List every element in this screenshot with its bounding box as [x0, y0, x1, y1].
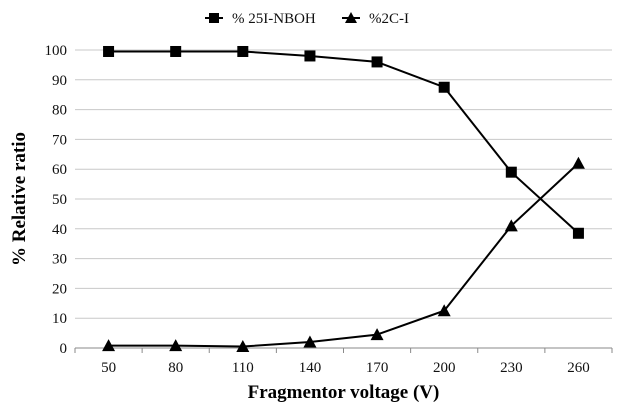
series-1-point [103, 45, 115, 57]
series-line-2 [108, 162, 580, 348]
x-tick-label: 50 [101, 360, 116, 376]
series-layer [102, 45, 585, 353]
series-2-point [102, 339, 116, 352]
y-axis-title: % Relative ratio [9, 132, 30, 266]
y-tick-label: 90 [52, 73, 67, 89]
legend: % 25I-NBOH %2C-I [205, 11, 409, 27]
y-tick-label: 30 [52, 252, 67, 268]
x-tick-label: 200 [433, 360, 456, 376]
y-tick-label: 70 [52, 132, 67, 148]
legend-label-1: % 25I-NBOH [232, 11, 316, 27]
x-tick-label: 260 [567, 360, 590, 376]
y-tick-label: 40 [52, 222, 67, 238]
y-tick-label: 10 [52, 311, 67, 327]
axes: 0 10 20 30 40 50 60 70 80 90 100 50 80 110 140 170 200 23… [45, 43, 613, 376]
series-2-point [571, 156, 585, 169]
x-tick-label: 80 [168, 360, 183, 376]
series-1-point [237, 45, 249, 57]
legend-marker-2 [345, 12, 357, 23]
x-axis-title: Fragmentor voltage (V) [248, 382, 440, 402]
series-2-point [169, 339, 183, 352]
y-tick-label: 100 [45, 43, 68, 59]
y-tick-label: 20 [52, 281, 67, 297]
series-2-point [437, 304, 451, 317]
grid [75, 49, 612, 319]
series-2-point [504, 219, 518, 232]
series-line-1 [108, 50, 580, 235]
series-1-point [170, 45, 182, 57]
legend-label-2: %2C-I [369, 11, 409, 27]
series-1-point [438, 81, 450, 93]
y-tick-label: 50 [52, 192, 67, 208]
x-tick-label: 140 [299, 360, 322, 376]
x-tick-label: 110 [232, 360, 254, 376]
x-tick-label: 170 [366, 360, 389, 376]
x-tick-label: 230 [500, 360, 523, 376]
y-tick-label: 80 [52, 103, 67, 119]
legend-marker-1 [209, 13, 219, 23]
y-tick-label: 0 [60, 341, 68, 357]
series-1-point [505, 166, 517, 178]
series-2-point [370, 328, 384, 341]
series-1-point [304, 50, 316, 62]
series-2-point [236, 340, 250, 353]
series-2-point [303, 335, 317, 348]
y-tick-label: 60 [52, 162, 67, 178]
series-1-point [572, 227, 584, 239]
series-1-point [371, 56, 383, 68]
